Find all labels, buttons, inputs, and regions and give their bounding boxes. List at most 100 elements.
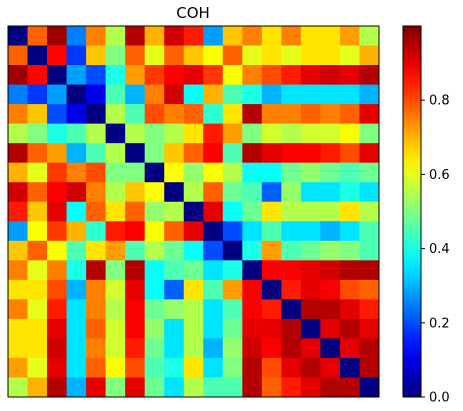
heatmap-cell	[203, 240, 224, 261]
heatmap-cell	[86, 357, 107, 378]
heatmap-cell	[8, 357, 28, 378]
heatmap-cell	[8, 162, 28, 183]
heatmap-cell	[183, 26, 204, 46]
heatmap-cell	[66, 84, 87, 105]
heatmap-cell	[242, 377, 263, 398]
heatmap-cell	[164, 357, 185, 378]
heatmap-cell	[359, 45, 380, 66]
heatmap-cell	[339, 26, 360, 46]
heatmap-cell	[203, 221, 224, 242]
heatmap-cell	[144, 357, 165, 378]
heatmap-cell	[105, 104, 126, 125]
heatmap-cell	[125, 260, 146, 281]
heatmap-cell	[242, 162, 263, 183]
heatmap-cell	[125, 221, 146, 242]
heatmap-cell	[8, 123, 28, 144]
heatmap-cell	[261, 182, 282, 203]
heatmap-cell	[320, 84, 341, 105]
heatmap-cell	[359, 182, 380, 203]
heatmap-cell	[359, 201, 380, 222]
heatmap-cell	[320, 338, 341, 359]
heatmap-cell	[125, 201, 146, 222]
heatmap-cell	[281, 201, 302, 222]
heatmap-cell	[222, 318, 243, 339]
heatmap-cell	[261, 240, 282, 261]
heatmap-cell	[222, 221, 243, 242]
heatmap-cell	[8, 377, 28, 398]
heatmap-cell	[66, 65, 87, 85]
heatmap-cell	[261, 260, 282, 281]
heatmap-cell	[125, 65, 146, 85]
heatmap-cell	[281, 221, 302, 242]
heatmap-cell	[47, 162, 67, 183]
heatmap-cell	[320, 240, 341, 261]
heatmap-cell	[105, 201, 126, 222]
heatmap-cell	[222, 123, 243, 144]
heatmap-cell	[47, 377, 67, 398]
heatmap-cell	[339, 65, 360, 85]
heatmap-cell	[144, 45, 165, 66]
heatmap-cell	[86, 279, 107, 300]
heatmap-cell	[105, 299, 126, 320]
heatmap-cell	[222, 201, 243, 222]
heatmap-cell	[261, 221, 282, 242]
heatmap-cell	[144, 279, 165, 300]
heatmap-cell	[125, 162, 146, 183]
heatmap-cell	[144, 123, 165, 144]
heatmap-cell	[359, 162, 380, 183]
heatmap-cell	[320, 104, 341, 125]
heatmap-cell	[144, 143, 165, 164]
heatmap-cell	[242, 45, 263, 66]
heatmap-cell	[8, 279, 28, 300]
heatmap-cell	[183, 299, 204, 320]
heatmap-cell	[281, 45, 302, 66]
heatmap-cell	[320, 162, 341, 183]
colorbar-tick-label: 0.0	[429, 391, 450, 406]
heatmap-cell	[359, 143, 380, 164]
heatmap-cell	[300, 240, 321, 261]
heatmap-cell	[27, 104, 48, 125]
heatmap-cell	[359, 357, 380, 378]
heatmap-cell	[300, 104, 321, 125]
heatmap-cell	[144, 65, 165, 85]
heatmap-cell	[8, 143, 28, 164]
heatmap-cell	[203, 104, 224, 125]
heatmap-cell	[203, 318, 224, 339]
heatmap-cell	[27, 45, 48, 66]
heatmap-cell	[242, 65, 263, 85]
heatmap-cell	[261, 45, 282, 66]
heatmap-cell	[164, 221, 185, 242]
heatmap-cell	[222, 45, 243, 66]
heatmap-cell	[281, 26, 302, 46]
heatmap-cell	[27, 260, 48, 281]
heatmap-cell	[47, 201, 67, 222]
plot-frame	[7, 25, 380, 398]
heatmap-cell	[281, 162, 302, 183]
heatmap-cell	[144, 299, 165, 320]
heatmap-cell	[281, 377, 302, 398]
heatmap-cell	[164, 162, 185, 183]
heatmap-cell	[164, 182, 185, 203]
heatmap-cell	[164, 84, 185, 105]
heatmap-cell	[66, 26, 87, 46]
heatmap-cell	[339, 143, 360, 164]
heatmap-cell	[203, 45, 224, 66]
colorbar	[402, 25, 422, 398]
heatmap-cell	[47, 104, 67, 125]
heatmap-cell	[281, 240, 302, 261]
colorbar-tick-label: 0.4	[429, 242, 450, 257]
heatmap-cell	[66, 221, 87, 242]
heatmap-cell	[27, 357, 48, 378]
heatmap-cell	[47, 221, 67, 242]
heatmap-cell	[105, 318, 126, 339]
heatmap-cell	[261, 377, 282, 398]
heatmap-cell	[27, 162, 48, 183]
heatmap-cell	[242, 279, 263, 300]
heatmap-cell	[144, 104, 165, 125]
heatmap-cell	[320, 318, 341, 339]
heatmap-cell	[8, 84, 28, 105]
heatmap-cell	[222, 65, 243, 85]
heatmap-cell	[8, 65, 28, 85]
heatmap-cell	[144, 318, 165, 339]
heatmap-cell	[339, 377, 360, 398]
